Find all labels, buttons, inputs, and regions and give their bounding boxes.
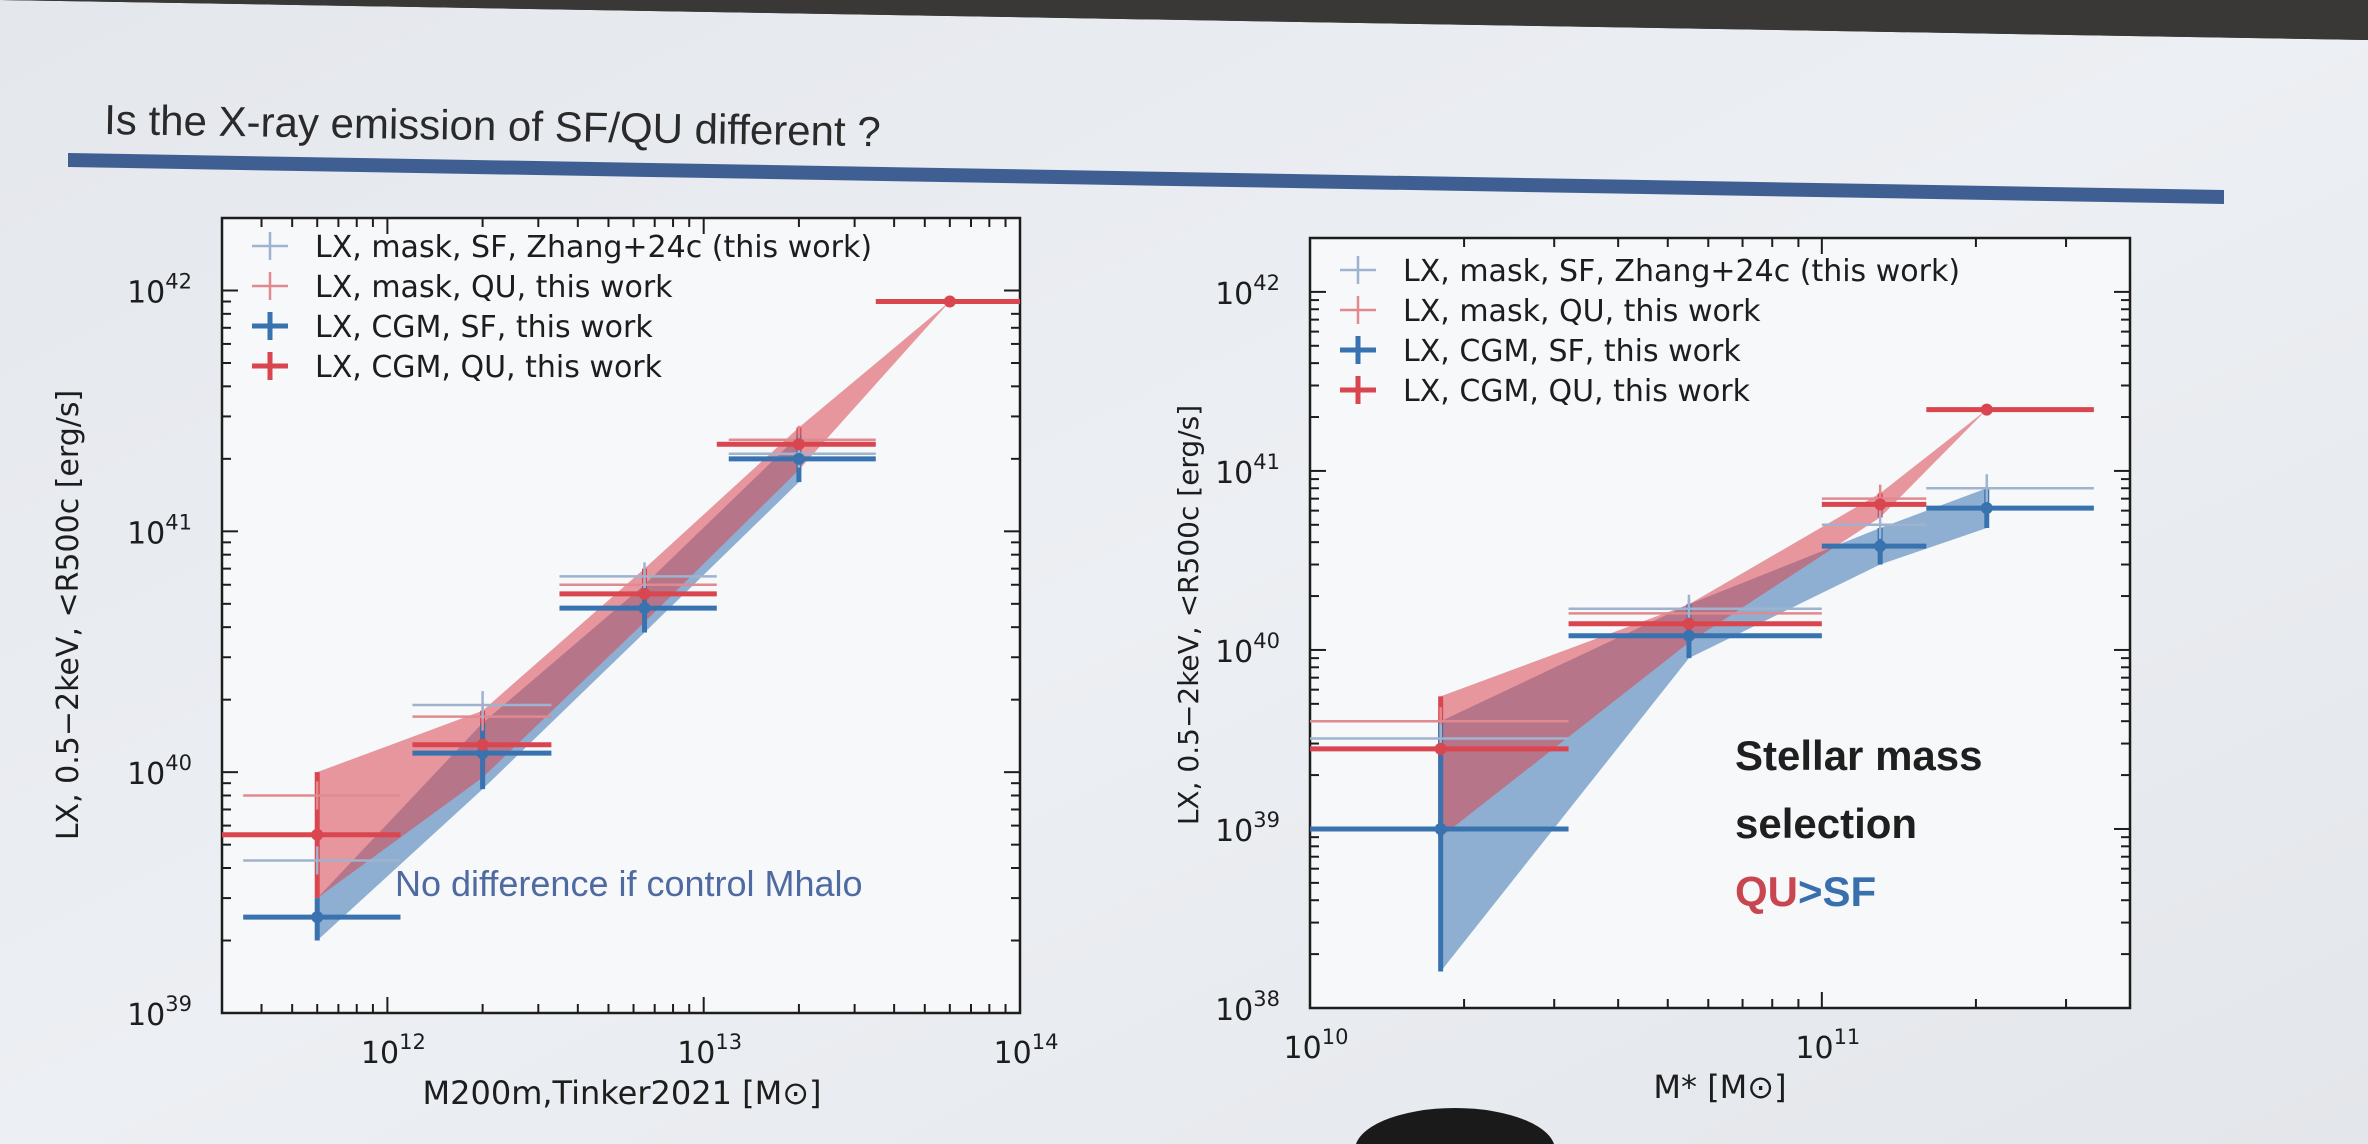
data-point <box>792 452 805 465</box>
legend-label: LX, CGM, SF, this work <box>315 310 653 345</box>
legend-label: LX, CGM, QU, this work <box>1403 374 1751 409</box>
title-underline-bar <box>68 153 2224 204</box>
data-point <box>792 438 805 451</box>
data-point <box>1980 403 1993 416</box>
x-tick-label: 1011 <box>1795 1025 1860 1066</box>
data-point <box>1682 629 1695 642</box>
y-tick-label: 1041 <box>127 510 192 551</box>
legend-label: LX, CGM, SF, this work <box>1403 334 1741 369</box>
legend-label: LX, mask, QU, this work <box>1403 294 1761 329</box>
right-annotation-line3: QU>SF <box>1735 868 1876 915</box>
screen-border-top <box>0 0 2368 40</box>
y-tick-label: 1039 <box>1215 808 1280 849</box>
data-point <box>1682 617 1695 630</box>
right-chart: 1010 1011 1038 1039 1040 1041 1042 LX, mask, SF… <box>1215 237 2131 1066</box>
left-y-axis-label: LX, 0.5−2keV, <R500c [erg/s] <box>51 390 86 840</box>
legend-label: LX, mask, QU, this work <box>315 270 673 305</box>
left-x-axis-label: M200m,Tinker2021 [M⊙] <box>423 1074 822 1112</box>
audience-head-silhouette <box>1356 1108 1554 1144</box>
left-annotation: No difference if control Mhalo <box>395 863 863 904</box>
data-point <box>311 911 324 924</box>
data-point <box>1434 742 1447 755</box>
right-annotation-qu: QU <box>1735 868 1798 915</box>
data-point <box>638 587 651 600</box>
x-tick-label: 1012 <box>361 1030 426 1071</box>
data-point <box>1980 502 1993 515</box>
right-annotation-line2: selection <box>1735 800 1917 847</box>
y-tick-label: 1038 <box>1215 987 1280 1028</box>
data-point <box>311 828 324 841</box>
data-point <box>1874 498 1887 511</box>
y-tick-label: 1041 <box>1215 450 1280 491</box>
x-tick-label: 1010 <box>1284 1025 1349 1066</box>
right-annotation-line1: Stellar mass <box>1735 732 1983 779</box>
right-annotation-sf: >SF <box>1798 868 1876 915</box>
data-point <box>1434 822 1447 835</box>
right-y-axis-label: LX, 0.5−2keV, <R500c [erg/s] <box>1172 405 1205 825</box>
legend-label: LX, mask, SF, Zhang+24c (this work) <box>315 230 872 265</box>
y-tick-label: 1042 <box>127 269 192 310</box>
data-point <box>1874 540 1887 553</box>
data-point <box>476 738 489 751</box>
data-point <box>476 747 489 760</box>
legend-label: LX, mask, SF, Zhang+24c (this work) <box>1403 254 1960 289</box>
data-point <box>943 295 956 308</box>
x-tick-label: 1013 <box>677 1030 742 1071</box>
y-tick-label: 1042 <box>1215 271 1280 312</box>
y-tick-label: 1040 <box>1215 629 1280 670</box>
x-tick-label: 1014 <box>994 1030 1059 1071</box>
right-x-axis-label: M* [M⊙] <box>1653 1068 1786 1106</box>
y-tick-label: 1040 <box>127 751 192 792</box>
y-tick-label: 1039 <box>127 992 192 1033</box>
left-chart: 1012 1013 1014 1039 1040 1041 1042 LX, mask, SF… <box>127 217 1059 1071</box>
qu-band <box>317 301 950 899</box>
data-point <box>638 602 651 615</box>
legend-label: LX, CGM, QU, this work <box>315 350 663 385</box>
